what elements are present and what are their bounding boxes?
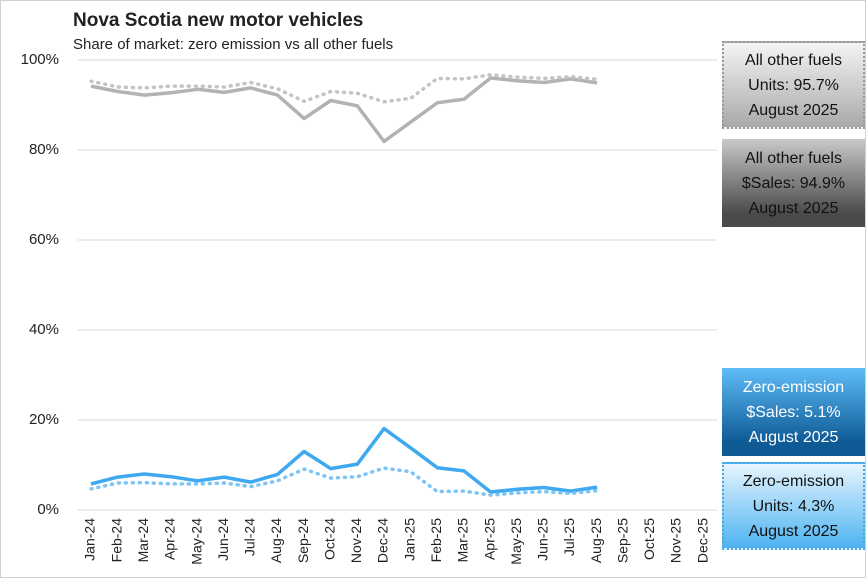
x-tick-label: Oct-25 — [641, 518, 657, 560]
series-line — [90, 426, 598, 494]
annotation-line: August 2025 — [748, 522, 839, 540]
x-tick-label: Mar-24 — [135, 518, 151, 563]
annotation: All other fuels $Sales: 94.9% August 2025 — [722, 139, 865, 227]
annotation-line: $Sales: 94.9% — [741, 174, 846, 192]
y-tick-label: 60% — [29, 231, 59, 248]
annotation: Zero-emission Units: 4.3% August 2025 — [722, 462, 865, 550]
x-tick-label: Jul-24 — [242, 518, 258, 556]
y-tick-label: 0% — [37, 501, 59, 518]
x-tick-label: Jan-25 — [401, 518, 417, 561]
x-tick-label: Apr-25 — [481, 518, 497, 560]
x-tick-label: Sep-24 — [295, 518, 311, 563]
y-tick-label: 40% — [29, 321, 59, 338]
x-tick-label: Aug-24 — [268, 518, 284, 563]
x-tick-label: Aug-25 — [588, 518, 604, 563]
y-tick-label: 80% — [29, 141, 59, 158]
x-tick-label: Jan-24 — [82, 518, 98, 561]
dotted-line — [89, 73, 599, 104]
x-tick-label: Sep-25 — [614, 518, 630, 563]
annotation-line: $Sales: 5.1% — [746, 403, 841, 421]
x-tick-label: Feb-25 — [428, 518, 444, 563]
x-tick-label: Jun-25 — [535, 518, 551, 561]
dotted-line — [89, 466, 599, 497]
x-tick-label: May-24 — [188, 518, 204, 565]
series-line — [90, 76, 598, 144]
annotation-line: August 2025 — [748, 101, 839, 119]
annotation-line: All other fuels — [745, 51, 842, 69]
chart-title: Nova Scotia new motor vehicles — [73, 10, 363, 31]
x-tick-label: Apr-24 — [162, 518, 178, 560]
x-tick-label: Mar-25 — [455, 518, 471, 563]
x-tick-label: Oct-24 — [321, 518, 337, 560]
x-tick-label: Dec-25 — [694, 518, 710, 563]
x-tick-label: Nov-25 — [668, 518, 684, 563]
annotation-line: Zero-emission — [742, 378, 845, 396]
x-tick-label: Feb-24 — [108, 518, 124, 563]
chart-subtitle: Share of market: zero emission vs all ot… — [73, 36, 393, 53]
annotation: All other fuels Units: 95.7% August 2025 — [722, 41, 865, 129]
y-tick-label: 20% — [29, 411, 59, 428]
annotation-line: August 2025 — [748, 199, 839, 217]
annotation: Zero-emission $Sales: 5.1% August 2025 — [722, 368, 865, 456]
annotation-line: Zero-emission — [742, 472, 845, 490]
x-tick-label: Jul-25 — [561, 518, 577, 556]
annotation-line: All other fuels — [745, 149, 842, 167]
annotation-line: Units: 95.7% — [748, 76, 839, 94]
y-tick-label: 100% — [21, 51, 59, 68]
x-tick-label: May-25 — [508, 518, 524, 565]
annotation-line: August 2025 — [748, 428, 839, 446]
x-tick-label: Nov-24 — [348, 518, 364, 563]
annotation-line: Units: 4.3% — [752, 497, 835, 515]
x-tick-label: Jun-24 — [215, 518, 231, 561]
x-tick-label: Dec-24 — [375, 518, 391, 563]
